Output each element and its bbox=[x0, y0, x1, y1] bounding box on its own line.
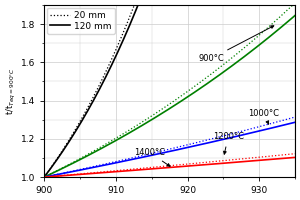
Text: 1400°C: 1400°C bbox=[134, 148, 170, 166]
Y-axis label: t/t$_{Teq=900°C}$: t/t$_{Teq=900°C}$ bbox=[5, 67, 18, 115]
Text: 1200°C: 1200°C bbox=[213, 132, 244, 154]
Text: 900°C: 900°C bbox=[198, 26, 274, 63]
Text: 1000°C: 1000°C bbox=[248, 109, 280, 124]
Legend: 20 mm, 120 mm: 20 mm, 120 mm bbox=[47, 8, 115, 34]
